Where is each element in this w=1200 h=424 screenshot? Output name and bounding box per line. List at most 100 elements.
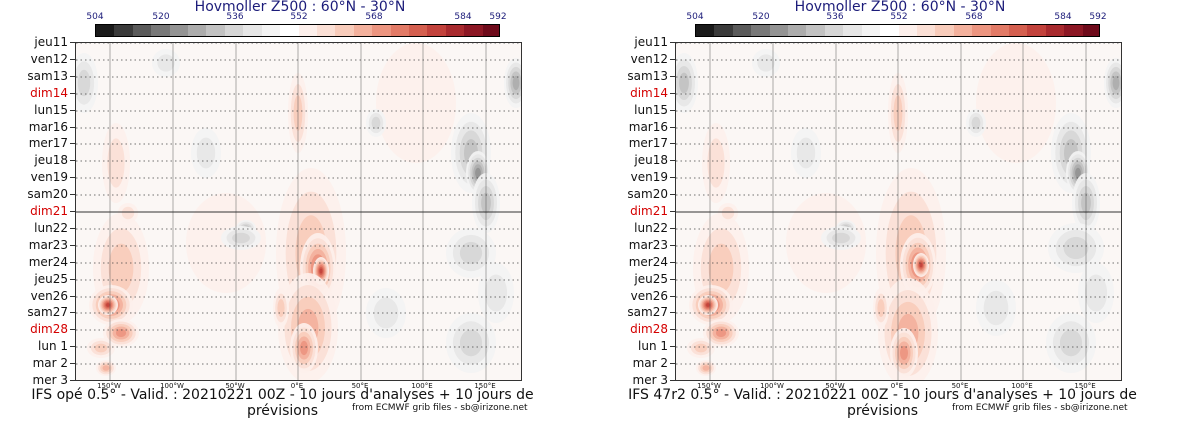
colorbar-swatch	[1082, 25, 1099, 36]
date-tick	[70, 160, 75, 161]
date-tick	[70, 177, 75, 178]
date-tick	[70, 110, 75, 111]
date-tick	[70, 194, 75, 195]
ridge-contour	[108, 243, 134, 293]
date-tick	[670, 262, 675, 263]
colorbar-tick-label: 584	[1054, 12, 1072, 22]
colorbar-swatch	[206, 25, 226, 36]
colorbar-swatch	[298, 25, 318, 36]
date-tick	[670, 346, 675, 347]
ridge-contour	[102, 365, 110, 371]
trough-contour	[971, 116, 981, 130]
date-label: ven12	[30, 52, 68, 66]
date-tick	[70, 143, 75, 144]
trough-contour	[832, 232, 850, 244]
date-label: mar23	[28, 238, 68, 252]
date-label: lun22	[634, 221, 668, 235]
colorbar-tick-label: 552	[890, 12, 908, 22]
colorbar-swatch	[353, 25, 373, 36]
date-label: ven26	[630, 289, 668, 303]
trough-contour	[459, 241, 483, 265]
colorbar-swatch	[1045, 25, 1065, 36]
longitude-label: 50°E	[351, 382, 369, 390]
ridge-contour	[94, 343, 108, 353]
date-label: jeu11	[634, 35, 668, 49]
date-tick	[670, 110, 675, 111]
colorbar-swatch	[316, 25, 336, 36]
colorbar-tick-label: 536	[826, 12, 844, 22]
chart-title: Hovmoller Z500 : 60°N - 30°N	[194, 0, 406, 15]
colorbar-tick-label: 584	[454, 12, 472, 22]
ridge-contour	[707, 138, 725, 188]
ridge-contour	[919, 262, 923, 268]
date-label: sam20	[27, 187, 68, 201]
date-label: dim14	[630, 86, 668, 100]
colorbar-swatch	[427, 25, 447, 36]
longitude-label: 100°W	[160, 382, 184, 390]
colorbar-swatch	[169, 25, 189, 36]
ridge-contour	[694, 343, 708, 353]
longitude-label: 50°E	[951, 382, 969, 390]
ridge-contour	[121, 206, 135, 220]
date-label: sam27	[27, 305, 68, 319]
date-tick	[70, 93, 75, 94]
hovmoller-panel-right: Hovmoller Z500 : 60°N - 30°N 504 520 536 552…	[600, 0, 1200, 424]
date-tick	[670, 42, 675, 43]
date-label: mar 2	[32, 356, 68, 370]
date-label: jeu18	[34, 153, 68, 167]
trough-contour	[1063, 236, 1089, 260]
longitude-label: 100°E	[411, 382, 433, 390]
date-label: lun15	[34, 103, 68, 117]
colorbar-swatch	[408, 25, 428, 36]
trough-contour	[196, 137, 216, 169]
trough-contour	[371, 116, 381, 130]
date-tick	[70, 228, 75, 229]
date-label: sam20	[627, 187, 668, 201]
date-tick	[670, 245, 675, 246]
ridge-contour	[900, 345, 908, 361]
date-tick	[670, 211, 675, 212]
colorbar-swatch	[1008, 25, 1028, 36]
date-label: dim28	[30, 322, 68, 336]
date-label: lun 1	[38, 339, 68, 353]
trough-contour	[1084, 274, 1108, 312]
contour-field	[76, 43, 521, 380]
credit-text: from ECMWF grib files - sb@irizone.net	[352, 403, 528, 413]
date-tick	[670, 76, 675, 77]
longitude-label: 100°E	[1011, 382, 1033, 390]
colorbar-tick-label: 536	[226, 12, 244, 22]
colorbar-swatch	[1027, 25, 1047, 36]
colorbar-tick-label: 520	[752, 12, 770, 22]
longitude-label: 50°W	[225, 382, 245, 390]
colorbar-swatch	[972, 25, 992, 36]
colorbar-swatch	[861, 25, 881, 36]
colorbar-swatch	[261, 25, 281, 36]
date-tick	[70, 59, 75, 60]
trough-contour	[459, 329, 483, 357]
colorbar-swatch	[390, 25, 410, 36]
trough-contour	[157, 54, 175, 72]
colorbar-swatch	[990, 25, 1010, 36]
date-tick	[670, 143, 675, 144]
date-label: dim21	[30, 204, 68, 218]
date-tick	[70, 312, 75, 313]
colorbar-swatch	[335, 25, 355, 36]
colorbar-swatch	[824, 25, 844, 36]
date-tick	[670, 279, 675, 280]
ridge-contour	[877, 299, 885, 317]
trough-contour	[77, 69, 91, 97]
ridge-contour	[277, 299, 285, 317]
colorbar-swatch	[464, 25, 484, 36]
trough-contour	[475, 167, 481, 179]
trough-contour	[796, 137, 816, 169]
date-label: ven19	[630, 170, 668, 184]
colorbar-swatch	[96, 25, 115, 36]
date-tick	[70, 296, 75, 297]
date-tick	[670, 380, 675, 381]
colorbar-swatch	[188, 25, 207, 36]
colorbar-swatch	[806, 25, 826, 36]
colorbar-swatch	[916, 25, 936, 36]
date-tick	[70, 211, 75, 212]
date-tick	[70, 245, 75, 246]
date-label: dim14	[30, 86, 68, 100]
